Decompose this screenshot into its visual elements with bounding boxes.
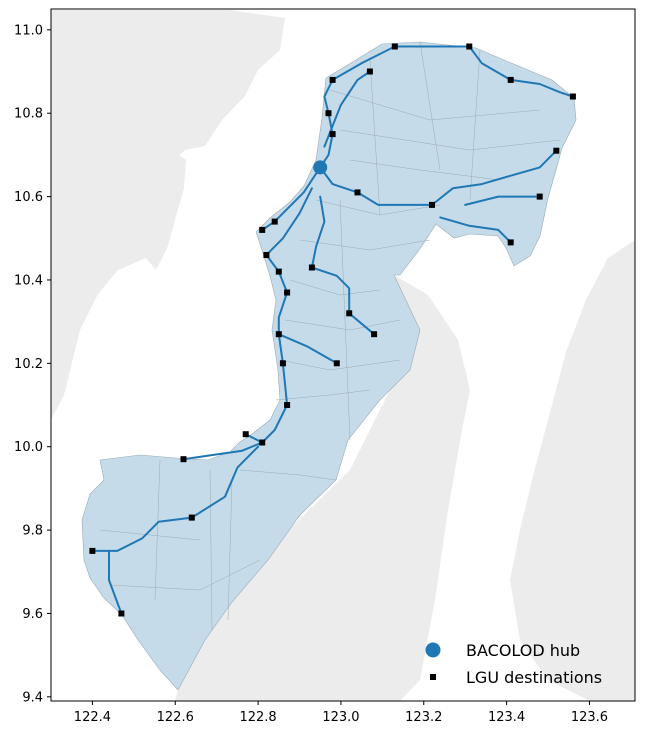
- destination-marker: [325, 110, 332, 117]
- route-line: [431, 149, 558, 206]
- land-guimaras-island: [136, 150, 186, 270]
- destination-marker: [259, 226, 266, 233]
- route-line: [265, 187, 313, 294]
- land-panay-island: [51, 10, 285, 420]
- y-tick-label: 10.2: [14, 357, 43, 372]
- route-line: [323, 70, 371, 148]
- x-tick-label: 123.6: [571, 710, 608, 725]
- route-line: [319, 166, 433, 206]
- destination-marker: [118, 610, 125, 617]
- route-line: [91, 445, 260, 552]
- destination-marker: [507, 239, 514, 246]
- hub-marker-group: [313, 160, 328, 175]
- x-tick-label: 123.4: [488, 710, 525, 725]
- negros-occidental-region: [81, 41, 577, 691]
- destination-marker: [333, 360, 340, 367]
- destination-marker: [284, 289, 291, 296]
- y-tick-label: 10.6: [14, 190, 43, 205]
- y-tick-label: 9.6: [22, 607, 43, 622]
- route-line: [464, 195, 541, 206]
- x-tick-label: 122.6: [157, 710, 194, 725]
- destination-marker: [366, 68, 373, 75]
- route-line: [277, 333, 338, 365]
- destination-marker: [284, 402, 291, 408]
- destination-marker: [180, 456, 187, 463]
- region-polygons: [81, 41, 577, 691]
- x-tick-label: 122.8: [239, 710, 276, 725]
- x-axis: 122.4 122.6 122.8 123.0 123.2 123.4 123.6: [74, 701, 608, 725]
- y-tick-label: 11.0: [14, 23, 43, 38]
- y-tick-label: 10.8: [14, 107, 43, 122]
- legend-destination-label: LGU destinations: [466, 668, 602, 687]
- y-tick-label: 9.4: [22, 690, 43, 705]
- route-line: [261, 166, 322, 231]
- y-tick-label: 9.8: [22, 524, 43, 539]
- destination-markers: [89, 43, 576, 617]
- destination-marker: [391, 43, 398, 50]
- destination-marker: [308, 264, 315, 271]
- route-network: [91, 45, 574, 615]
- internal-boundaries: [99, 41, 561, 631]
- land-bohol-leyte: [510, 240, 635, 701]
- destination-marker: [263, 252, 270, 258]
- destination-marker: [329, 76, 336, 83]
- legend-hub-marker: [425, 642, 441, 658]
- destination-marker: [569, 93, 576, 100]
- route-line: [439, 216, 512, 244]
- axes-frame: [50, 8, 636, 702]
- destination-marker: [346, 310, 353, 317]
- destination-marker: [429, 201, 435, 208]
- y-axis: 9.4 9.6 9.8 10.0 10.2 10.4 10.6 10.8 11.0: [14, 23, 51, 705]
- legend-destination-marker: [430, 674, 436, 680]
- destination-marker: [242, 431, 249, 438]
- destination-marker: [275, 268, 282, 275]
- destination-marker: [188, 514, 195, 521]
- destination-marker: [259, 439, 266, 446]
- destination-marker: [536, 193, 543, 200]
- destination-marker: [371, 331, 378, 338]
- x-tick-label: 123.2: [405, 710, 442, 725]
- destination-marker: [553, 147, 560, 154]
- route-line: [468, 45, 574, 98]
- destination-marker: [354, 189, 361, 196]
- destination-marker: [329, 131, 336, 138]
- y-tick-label: 10.4: [14, 273, 43, 288]
- y-tick-label: 10.0: [14, 440, 43, 455]
- destination-marker: [271, 218, 278, 225]
- destination-marker: [507, 76, 514, 83]
- x-tick-label: 122.4: [74, 710, 111, 725]
- destination-marker: [275, 331, 282, 338]
- destination-marker: [279, 360, 286, 367]
- route-line: [182, 441, 264, 461]
- route-line: [108, 549, 123, 615]
- destination-marker: [89, 547, 96, 554]
- route-line: [310, 195, 376, 336]
- legend: BACOLOD hub LGU destinations: [425, 641, 602, 687]
- x-tick-label: 123.0: [322, 710, 359, 725]
- destination-marker: [466, 43, 473, 50]
- route-line: [319, 78, 334, 169]
- hub-marker: [313, 160, 328, 175]
- legend-hub-label: BACOLOD hub: [466, 641, 580, 660]
